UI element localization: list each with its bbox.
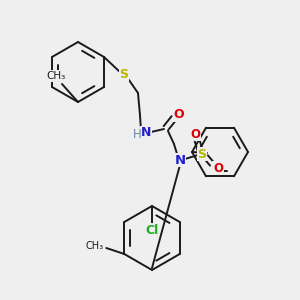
Text: N: N xyxy=(174,154,185,166)
Text: S: S xyxy=(119,68,128,82)
Text: Cl: Cl xyxy=(146,224,159,236)
Text: S: S xyxy=(197,148,206,160)
Text: H: H xyxy=(133,128,141,140)
Text: CH₃: CH₃ xyxy=(46,71,66,81)
Text: CH₃: CH₃ xyxy=(85,241,103,251)
Text: O: O xyxy=(213,161,223,175)
Text: O: O xyxy=(190,128,200,140)
Text: O: O xyxy=(174,109,184,122)
Text: N: N xyxy=(141,127,151,140)
